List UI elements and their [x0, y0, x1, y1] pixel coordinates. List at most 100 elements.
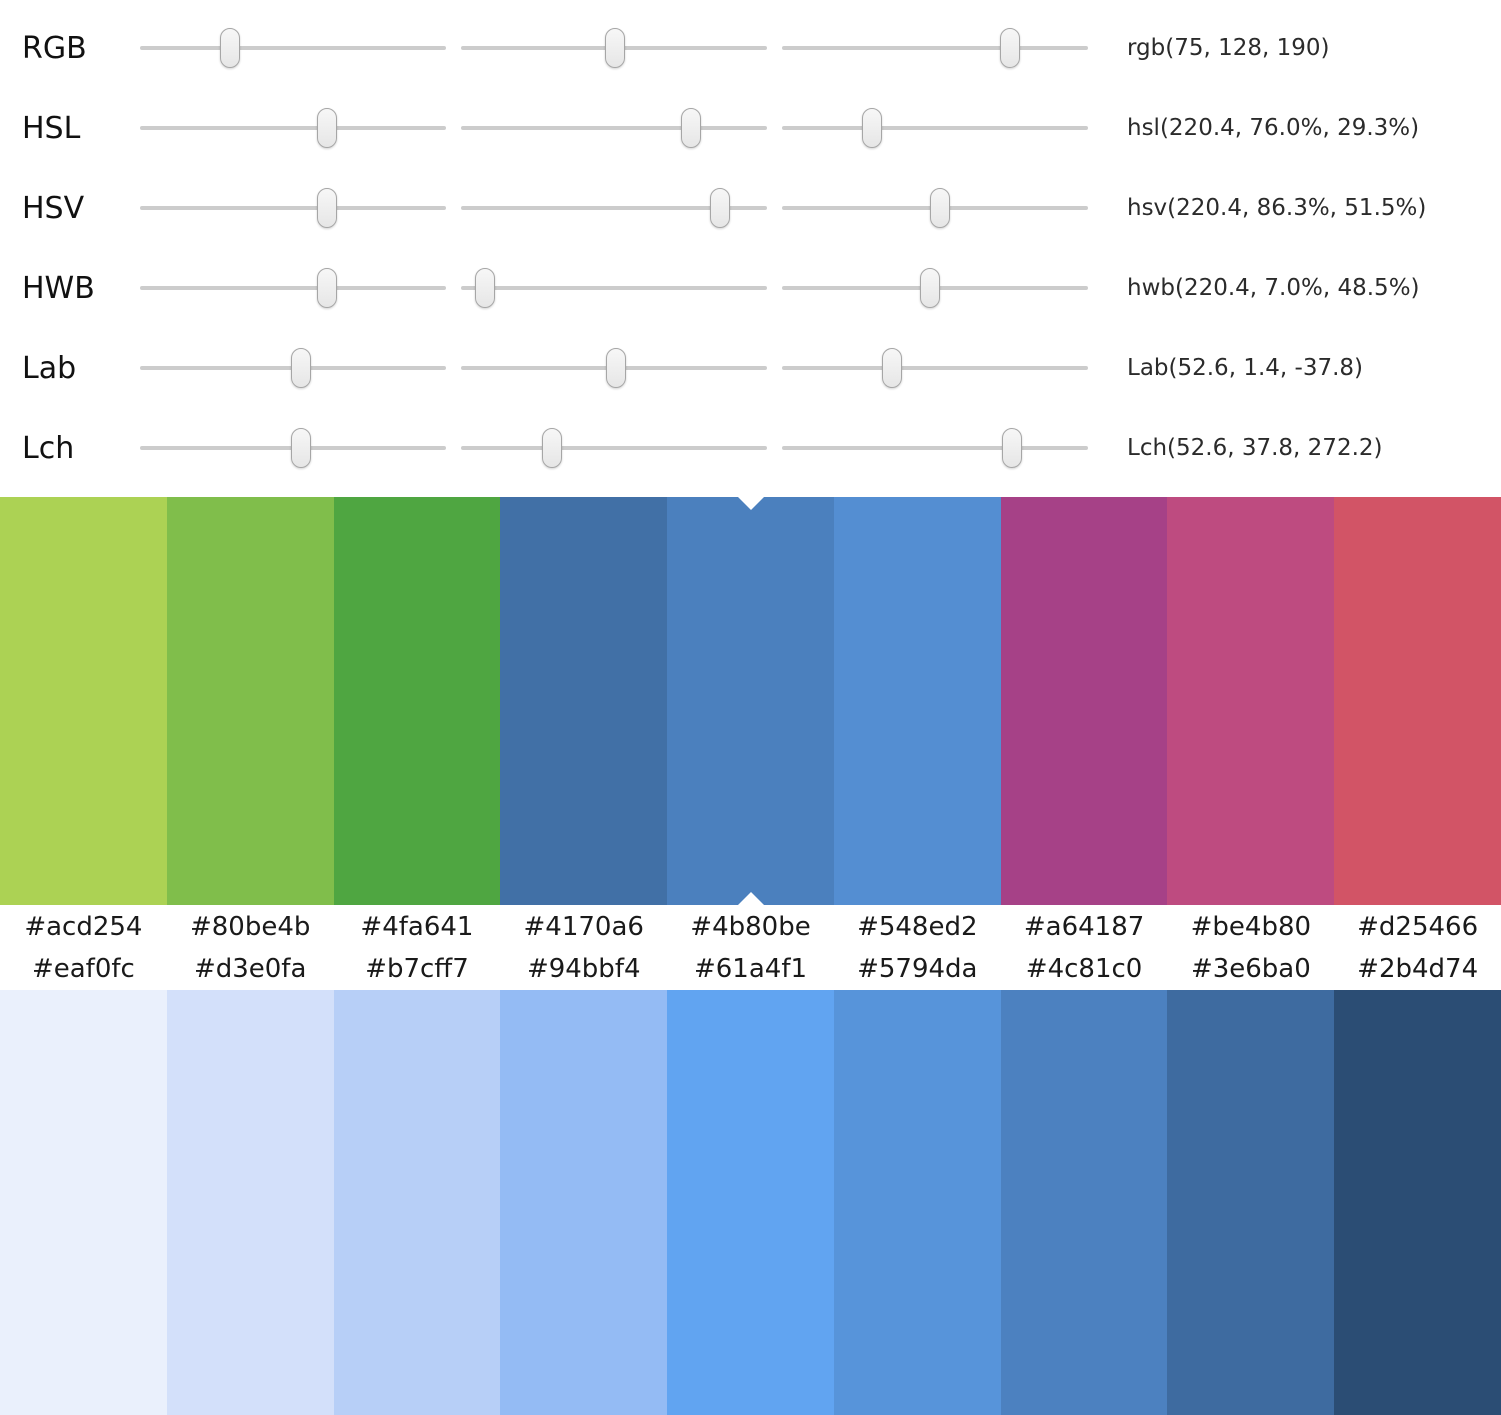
slider-row-lab: Lab Lab(52.6, 1.4, -37.8) — [0, 328, 1501, 408]
hex-label-4c81c0: #4c81c0 — [1025, 954, 1143, 984]
palette-top-labels: #acd254 #80be4b #4fa641 #4170a6 #4b80be #548e… — [0, 905, 1501, 948]
slider-track[interactable] — [782, 366, 1088, 370]
color-value-text-hsl: hsl(220.4, 76.0%, 29.3%) — [1127, 115, 1420, 141]
lch-slider-1[interactable] — [140, 425, 446, 471]
colorspace-label-lab: Lab — [22, 350, 77, 386]
color-sliders-panel: RGB rgb(75, 128, 190) HSL hsl(220.4, 76.0%,… — [0, 0, 1501, 488]
hex-label-d3e0fa: #d3e0fa — [193, 954, 307, 984]
slider-handle[interactable] — [999, 28, 1020, 68]
hsl-slider-2[interactable] — [461, 105, 767, 151]
swatch-548ed2[interactable] — [833, 497, 1001, 905]
colorspace-label-hsv: HSV — [22, 190, 85, 226]
slider-handle[interactable] — [317, 108, 338, 148]
lab-slider-3[interactable] — [782, 345, 1088, 391]
slider-handle[interactable] — [929, 188, 950, 228]
palette-bottom-labels: #eaf0fc #d3e0fa #b7cff7 #94bbf4 #61a4f1 #5794… — [0, 948, 1501, 990]
hex-label-4fa641: #4fa641 — [360, 911, 474, 942]
hsl-slider-1[interactable] — [140, 105, 446, 151]
slider-handle[interactable] — [542, 428, 563, 468]
slider-handle[interactable] — [920, 268, 941, 308]
swatch-4170a6[interactable] — [500, 497, 668, 905]
swatch-a64187[interactable] — [1000, 497, 1168, 905]
swatch-4b80be[interactable] — [667, 497, 834, 905]
slider-handle[interactable] — [219, 28, 240, 68]
selected-swatch-notch-top — [737, 497, 764, 510]
swatch-4c81c0[interactable] — [1000, 990, 1168, 1415]
slider-handle[interactable] — [882, 348, 903, 388]
lab-slider-2[interactable] — [461, 345, 767, 391]
slider-track[interactable] — [782, 446, 1088, 450]
slider-row-rgb: RGB rgb(75, 128, 190) — [0, 8, 1501, 88]
hex-label-a64187: #a64187 — [1023, 911, 1145, 942]
slider-handle[interactable] — [317, 268, 338, 308]
slider-track[interactable] — [140, 206, 446, 210]
hex-label-4170a6: #4170a6 — [523, 911, 644, 942]
color-value-text-rgb: rgb(75, 128, 190) — [1127, 35, 1330, 61]
swatch-61a4f1[interactable] — [667, 990, 834, 1415]
hex-label-5794da: #5794da — [857, 954, 978, 984]
color-value-text-lab: Lab(52.6, 1.4, -37.8) — [1127, 355, 1363, 381]
swatch-3e6ba0[interactable] — [1167, 990, 1335, 1415]
slider-handle[interactable] — [680, 108, 701, 148]
slider-handle[interactable] — [290, 428, 311, 468]
lch-slider-3[interactable] — [782, 425, 1088, 471]
swatch-d25466[interactable] — [1334, 497, 1501, 905]
slider-handle[interactable] — [1001, 428, 1022, 468]
slider-track[interactable] — [140, 46, 446, 50]
color-value-text-hwb: hwb(220.4, 7.0%, 48.5%) — [1127, 275, 1420, 301]
hwb-slider-2[interactable] — [461, 265, 767, 311]
slider-handle[interactable] — [317, 188, 338, 228]
color-value-text-hsv: hsv(220.4, 86.3%, 51.5%) — [1127, 195, 1427, 221]
slider-track[interactable] — [461, 206, 767, 210]
slider-track[interactable] — [140, 286, 446, 290]
swatch-acd254[interactable] — [0, 497, 167, 905]
slider-handle[interactable] — [290, 348, 311, 388]
hex-label-548ed2: #548ed2 — [857, 911, 978, 942]
rgb-slider-2[interactable] — [461, 25, 767, 71]
slider-handle[interactable] — [604, 28, 625, 68]
hsv-slider-3[interactable] — [782, 185, 1088, 231]
hex-label-b7cff7: #b7cff7 — [365, 954, 469, 984]
swatch-d3e0fa[interactable] — [166, 990, 334, 1415]
swatch-5794da[interactable] — [833, 990, 1001, 1415]
hex-label-eaf0fc: #eaf0fc — [31, 954, 135, 984]
hex-label-80be4b: #80be4b — [189, 911, 311, 942]
slider-handle[interactable] — [709, 188, 730, 228]
hex-label-acd254: #acd254 — [24, 911, 143, 942]
rgb-slider-3[interactable] — [782, 25, 1088, 71]
selected-swatch-notch-bottom — [737, 892, 764, 905]
swatch-2b4d74[interactable] — [1334, 990, 1501, 1415]
slider-row-lch: Lch Lch(52.6, 37.8, 272.2) — [0, 408, 1501, 488]
swatch-be4b80[interactable] — [1167, 497, 1335, 905]
rgb-slider-1[interactable] — [140, 25, 446, 71]
hsv-slider-1[interactable] — [140, 185, 446, 231]
slider-track[interactable] — [140, 126, 446, 130]
swatch-94bbf4[interactable] — [500, 990, 668, 1415]
colorspace-label-rgb: RGB — [22, 30, 87, 66]
slider-track[interactable] — [461, 286, 767, 290]
hex-label-3e6ba0: #3e6ba0 — [1190, 954, 1311, 984]
swatch-4fa641[interactable] — [333, 497, 501, 905]
slider-track[interactable] — [782, 126, 1088, 130]
slider-row-hwb: HWB hwb(220.4, 7.0%, 48.5%) — [0, 248, 1501, 328]
colorspace-label-hsl: HSL — [22, 110, 81, 146]
hwb-slider-3[interactable] — [782, 265, 1088, 311]
lab-slider-1[interactable] — [140, 345, 446, 391]
palette-top — [0, 497, 1501, 905]
slider-track[interactable] — [461, 126, 767, 130]
hex-label-94bbf4: #94bbf4 — [526, 954, 641, 984]
hwb-slider-1[interactable] — [140, 265, 446, 311]
hex-label-be4b80: #be4b80 — [1190, 911, 1312, 942]
hsv-slider-2[interactable] — [461, 185, 767, 231]
lch-slider-2[interactable] — [461, 425, 767, 471]
hsl-slider-3[interactable] — [782, 105, 1088, 151]
colorspace-label-hwb: HWB — [22, 270, 95, 306]
swatch-80be4b[interactable] — [166, 497, 334, 905]
slider-track[interactable] — [461, 446, 767, 450]
slider-handle[interactable] — [606, 348, 627, 388]
slider-handle[interactable] — [475, 268, 496, 308]
swatch-b7cff7[interactable] — [333, 990, 501, 1415]
swatch-eaf0fc[interactable] — [0, 990, 167, 1415]
slider-track[interactable] — [782, 46, 1088, 50]
slider-handle[interactable] — [861, 108, 882, 148]
